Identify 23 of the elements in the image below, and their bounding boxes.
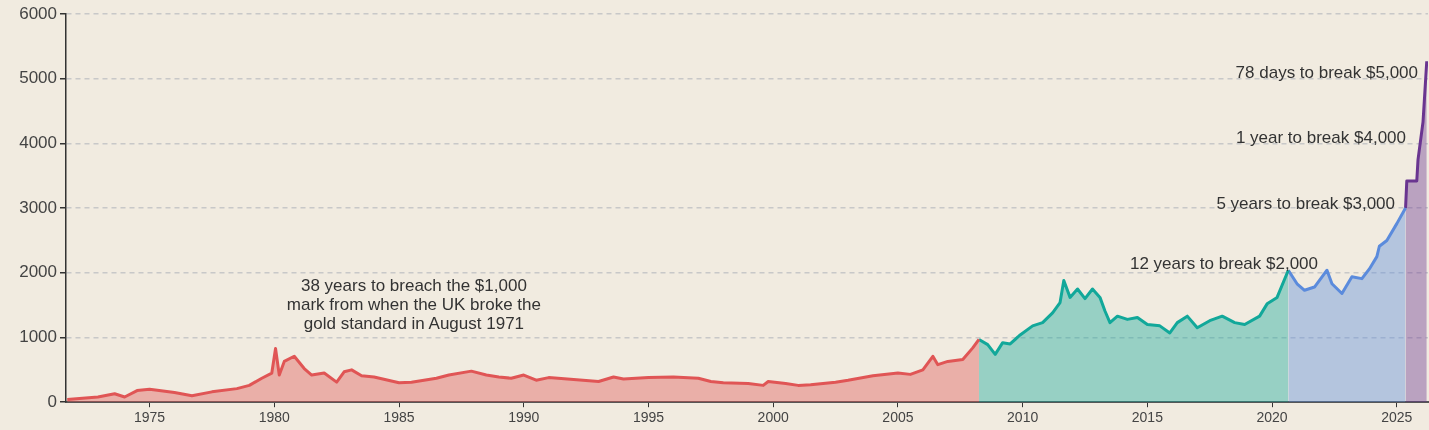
x-tick-label: 2015	[1131, 409, 1164, 426]
annotation: 78 days to break $5,000	[1235, 62, 1419, 82]
y-tick-label: 1000	[19, 327, 57, 347]
y-tick-label: 6000	[19, 3, 57, 23]
y-tick-label: 4000	[19, 133, 57, 153]
x-tick-label: 2020	[1256, 409, 1288, 426]
x-tick-label: 2025	[1381, 409, 1413, 426]
y-tick-label: 5000	[19, 68, 57, 88]
x-tick-label: 1975	[133, 409, 166, 426]
annotation: 1 year to break $4,000	[1235, 127, 1406, 147]
y-tick-label: 3000	[19, 197, 57, 217]
x-tick-label: 2005	[882, 409, 914, 426]
x-tick-label: 2010	[1007, 409, 1039, 426]
annotation: 5 years to break $3,000	[1216, 193, 1395, 213]
x-tick-label: 2000	[757, 409, 789, 426]
y-tick-label: 0	[47, 391, 57, 411]
x-tick-label: 1980	[258, 409, 291, 426]
annotation: 12 years to break $2,000	[1129, 253, 1318, 273]
x-tick-label: 1995	[632, 409, 665, 426]
y-tick-label: 2000	[19, 262, 57, 282]
x-tick-label: 1990	[508, 409, 540, 426]
x-tick-label: 1985	[383, 409, 415, 426]
annotation: 38 years to breach the $1,000 mark from when the UK broke the gold standard in August 1971	[286, 275, 542, 333]
